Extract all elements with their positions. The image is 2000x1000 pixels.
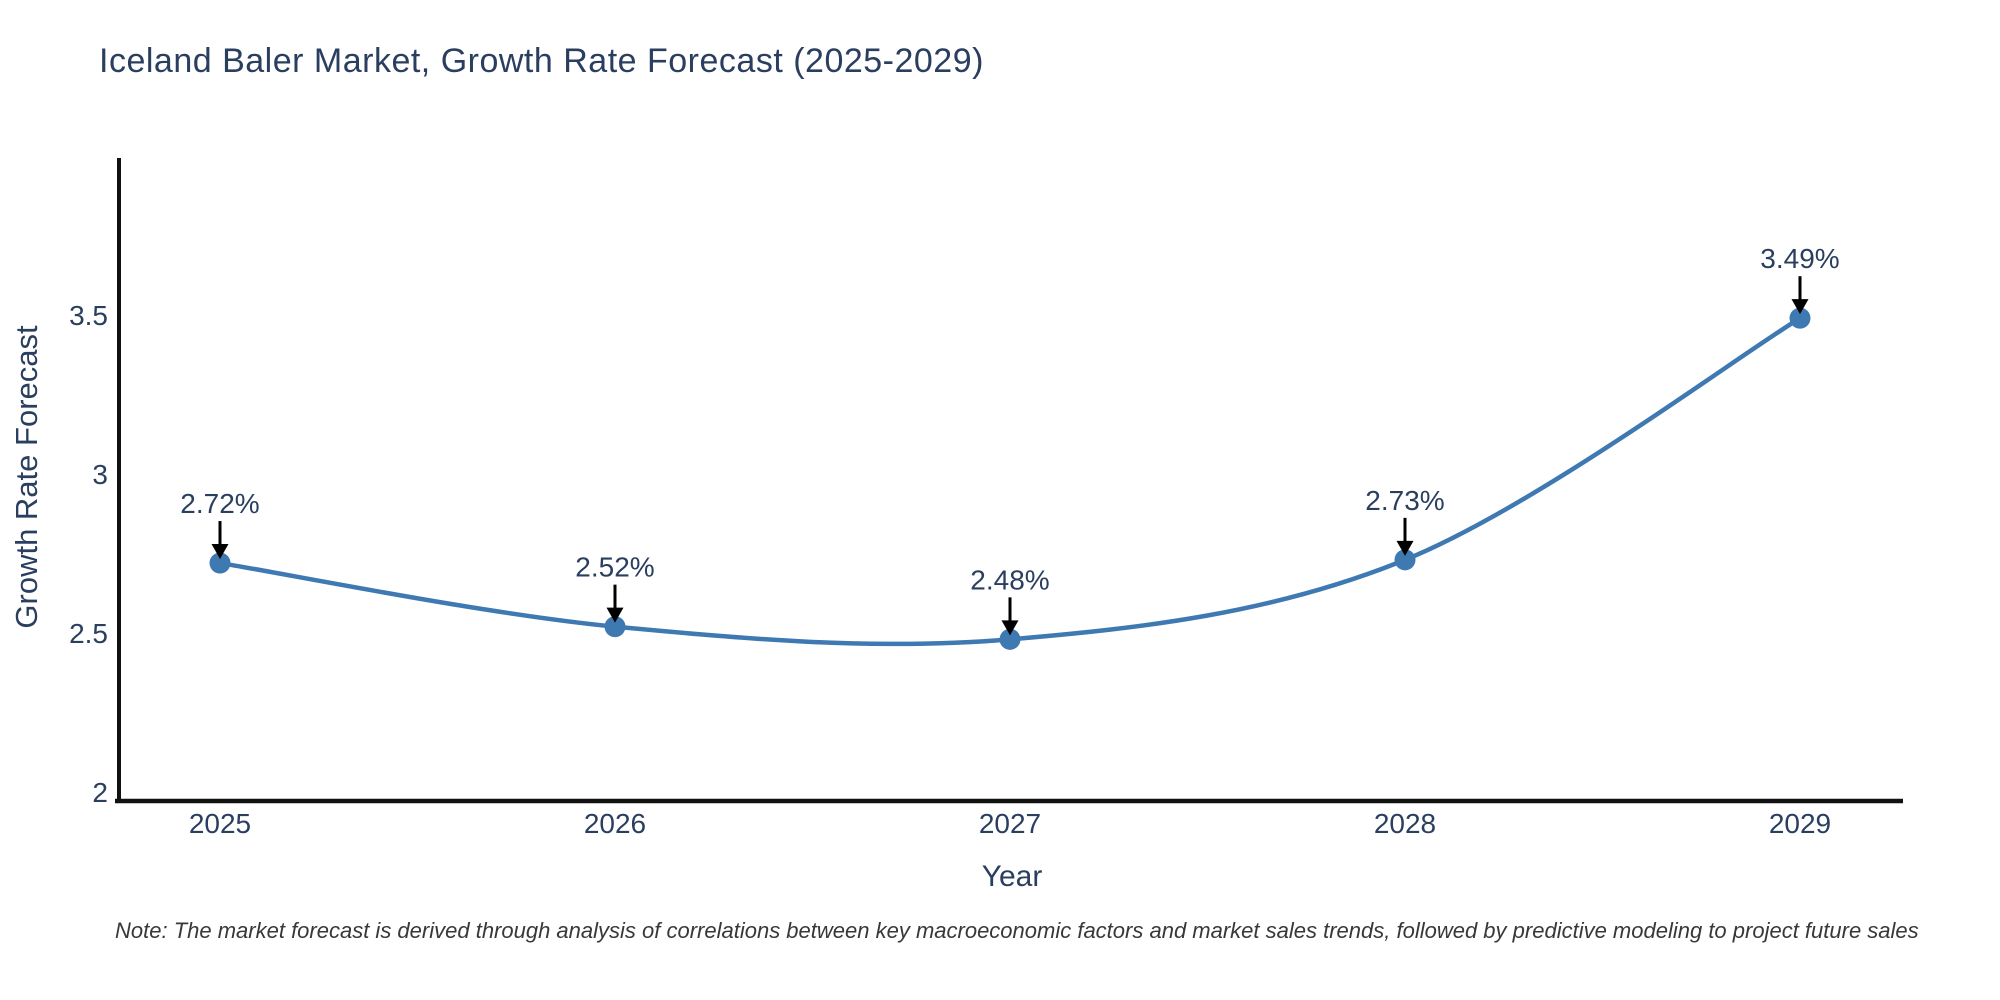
y-tick-label: 2 xyxy=(92,777,108,808)
point-annotation-label: 2.73% xyxy=(1365,485,1444,516)
data-point xyxy=(604,616,626,638)
x-axis-title: Year xyxy=(981,860,1043,893)
point-annotation-label: 3.49% xyxy=(1760,243,1839,274)
annotation-arrow-head xyxy=(1791,299,1809,315)
data-point xyxy=(209,552,231,574)
chart-title: Iceland Baler Market, Growth Rate Foreca… xyxy=(99,42,984,80)
annotation-arrow-head xyxy=(211,544,229,560)
y-tick-label: 3.5 xyxy=(69,300,108,331)
y-tick-label: 2.5 xyxy=(69,618,108,649)
point-annotation-label: 2.48% xyxy=(970,564,1049,595)
data-point xyxy=(1789,307,1811,329)
x-tick-label: 2029 xyxy=(1769,808,1831,839)
footnote: Note: The market forecast is derived thr… xyxy=(115,918,1919,943)
data-point xyxy=(999,628,1021,650)
point-annotation-label: 2.72% xyxy=(180,488,259,519)
data-point xyxy=(1394,549,1416,571)
annotation-arrow-head xyxy=(1001,620,1019,636)
annotation-arrow-head xyxy=(606,607,624,623)
point-annotation-label: 2.52% xyxy=(575,552,654,583)
x-tick-label: 2028 xyxy=(1374,808,1436,839)
x-tick-label: 2027 xyxy=(979,808,1041,839)
x-tick-label: 2025 xyxy=(189,808,251,839)
annotation-arrow-head xyxy=(1396,540,1414,556)
x-tick-label: 2026 xyxy=(584,808,646,839)
y-tick-label: 3 xyxy=(92,459,108,490)
